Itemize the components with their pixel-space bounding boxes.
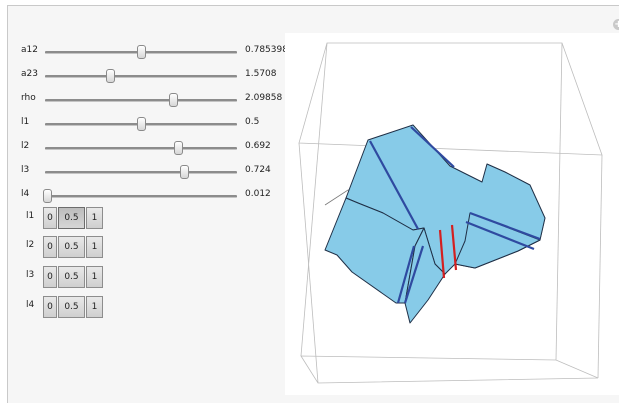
slider-l3[interactable] (45, 165, 237, 179)
hinge-line-1 (369, 140, 419, 230)
slider-label-l3: l3 (21, 165, 30, 175)
setter-bar-l3: 0 0.5 1 (43, 266, 104, 288)
slider-label-a12: a12 (21, 45, 38, 55)
setter-l3-option-0[interactable]: 0 (43, 266, 57, 288)
linkage-faces (324, 124, 546, 324)
slider-row-l2: l2 0.692 (8, 139, 298, 157)
setter-label-l3: l3 (26, 270, 35, 280)
setter-l1-option-1[interactable]: 1 (86, 207, 103, 229)
slider-value-l4: 0.012 (245, 189, 271, 199)
add-circle-icon[interactable]: + (613, 19, 619, 30)
setter-row-l2: l2 0 0.5 1 (8, 236, 128, 260)
setter-bar-l2: 0 0.5 1 (43, 236, 104, 258)
hinge-line-red-2 (450, 224, 458, 271)
graphics3d-plot[interactable] (285, 33, 619, 395)
setter-label-l2: l2 (26, 240, 35, 250)
slider-label-l1: l1 (21, 117, 30, 127)
slider-value-a23: 1.5708 (245, 69, 277, 79)
slider-row-l1: l1 0.5 (8, 115, 298, 133)
slider-rho[interactable] (45, 93, 237, 107)
slider-thumb-rho[interactable] (169, 93, 179, 107)
hinge-line-2 (410, 126, 455, 168)
setter-bar-l1: 0 0.5 1 (43, 207, 104, 229)
hinge-line-6 (465, 220, 535, 251)
slider-thumb-a23[interactable] (106, 69, 116, 83)
slider-l1[interactable] (45, 117, 237, 131)
slider-value-l3: 0.724 (245, 165, 271, 175)
hinge-line-5 (469, 211, 541, 241)
slider-label-rho: rho (21, 93, 36, 103)
slider-l2[interactable] (45, 141, 237, 155)
slider-row-rho: rho 2.09858 (8, 91, 298, 109)
hinge-line-red-1 (438, 229, 446, 279)
setter-l4-option-0.5[interactable]: 0.5 (58, 296, 85, 318)
setter-l4-option-0[interactable]: 0 (43, 296, 57, 318)
slider-row-a23: a23 1.5708 (8, 67, 298, 85)
slider-a23[interactable] (45, 69, 237, 83)
slider-value-rho: 2.09858 (245, 93, 283, 103)
setter-row-l1: l1 0 0.5 1 (8, 207, 128, 231)
hinge-line-3 (396, 245, 416, 304)
slider-thumb-l1[interactable] (137, 117, 146, 131)
setter-row-l3: l3 0 0.5 1 (8, 266, 128, 290)
setter-l1-option-0[interactable]: 0 (43, 207, 57, 229)
slider-thumb-l4[interactable] (43, 189, 53, 203)
setter-l3-option-0.5[interactable]: 0.5 (58, 266, 85, 288)
slider-label-a23: a23 (21, 69, 38, 79)
slider-value-a12: 0.785398 (245, 45, 288, 55)
setter-bar-l4: 0 0.5 1 (43, 296, 104, 318)
face-bottom (404, 227, 446, 324)
bounding-box (298, 42, 603, 384)
slider-thumb-l2[interactable] (173, 141, 183, 155)
setter-l2-option-1[interactable]: 1 (86, 236, 103, 258)
slider-value-l2: 0.692 (245, 141, 271, 151)
setter-l2-option-0.5[interactable]: 0.5 (58, 236, 85, 258)
slider-thumb-l3[interactable] (180, 165, 189, 179)
slider-label-l2: l2 (21, 141, 30, 151)
slider-value-l1: 0.5 (245, 117, 260, 127)
setter-l3-option-1[interactable]: 1 (86, 266, 103, 288)
slider-label-l4: l4 (21, 189, 30, 199)
hinge-lines (369, 126, 541, 304)
setter-l2-option-0[interactable]: 0 (43, 236, 57, 258)
setter-l1-option-0.5[interactable]: 0.5 (58, 207, 85, 229)
slider-row-l4: l4 0.012 (8, 187, 298, 205)
slider-row-l3: l3 0.724 (8, 163, 298, 181)
setter-row-l4: l4 0 0.5 1 (8, 296, 128, 320)
hinge-line-4 (403, 245, 425, 304)
slider-thumb-a12[interactable] (137, 45, 146, 59)
setter-l4-option-1[interactable]: 1 (86, 296, 103, 318)
slider-a12[interactable] (45, 45, 237, 59)
setter-label-l4: l4 (26, 300, 35, 310)
slider-l4[interactable] (43, 189, 237, 203)
slider-row-a12: a12 0.785398 (8, 43, 298, 61)
setter-label-l1: l1 (26, 211, 35, 221)
